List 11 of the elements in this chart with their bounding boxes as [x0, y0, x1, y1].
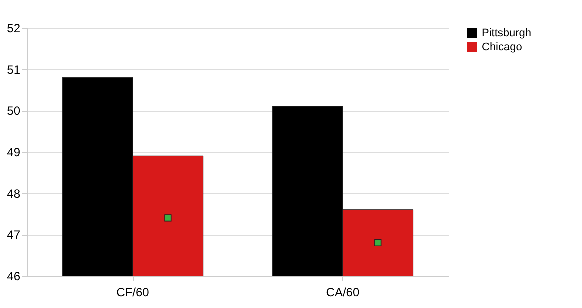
y-tick-label: 51: [7, 62, 21, 77]
y-tick-label: 47: [7, 228, 21, 242]
y-tick-label: 48: [7, 186, 21, 201]
y-tick-label: 49: [7, 146, 21, 160]
legend-label: Chicago: [482, 42, 522, 54]
x-tick-label: CA/60: [326, 286, 360, 300]
y-tick-label: 52: [7, 22, 21, 36]
legend-label: Pittsburgh: [482, 28, 532, 40]
y-tick-label: 46: [7, 270, 21, 284]
x-tick-label: CF/60: [116, 286, 150, 300]
y-tick-label: 50: [7, 104, 21, 118]
